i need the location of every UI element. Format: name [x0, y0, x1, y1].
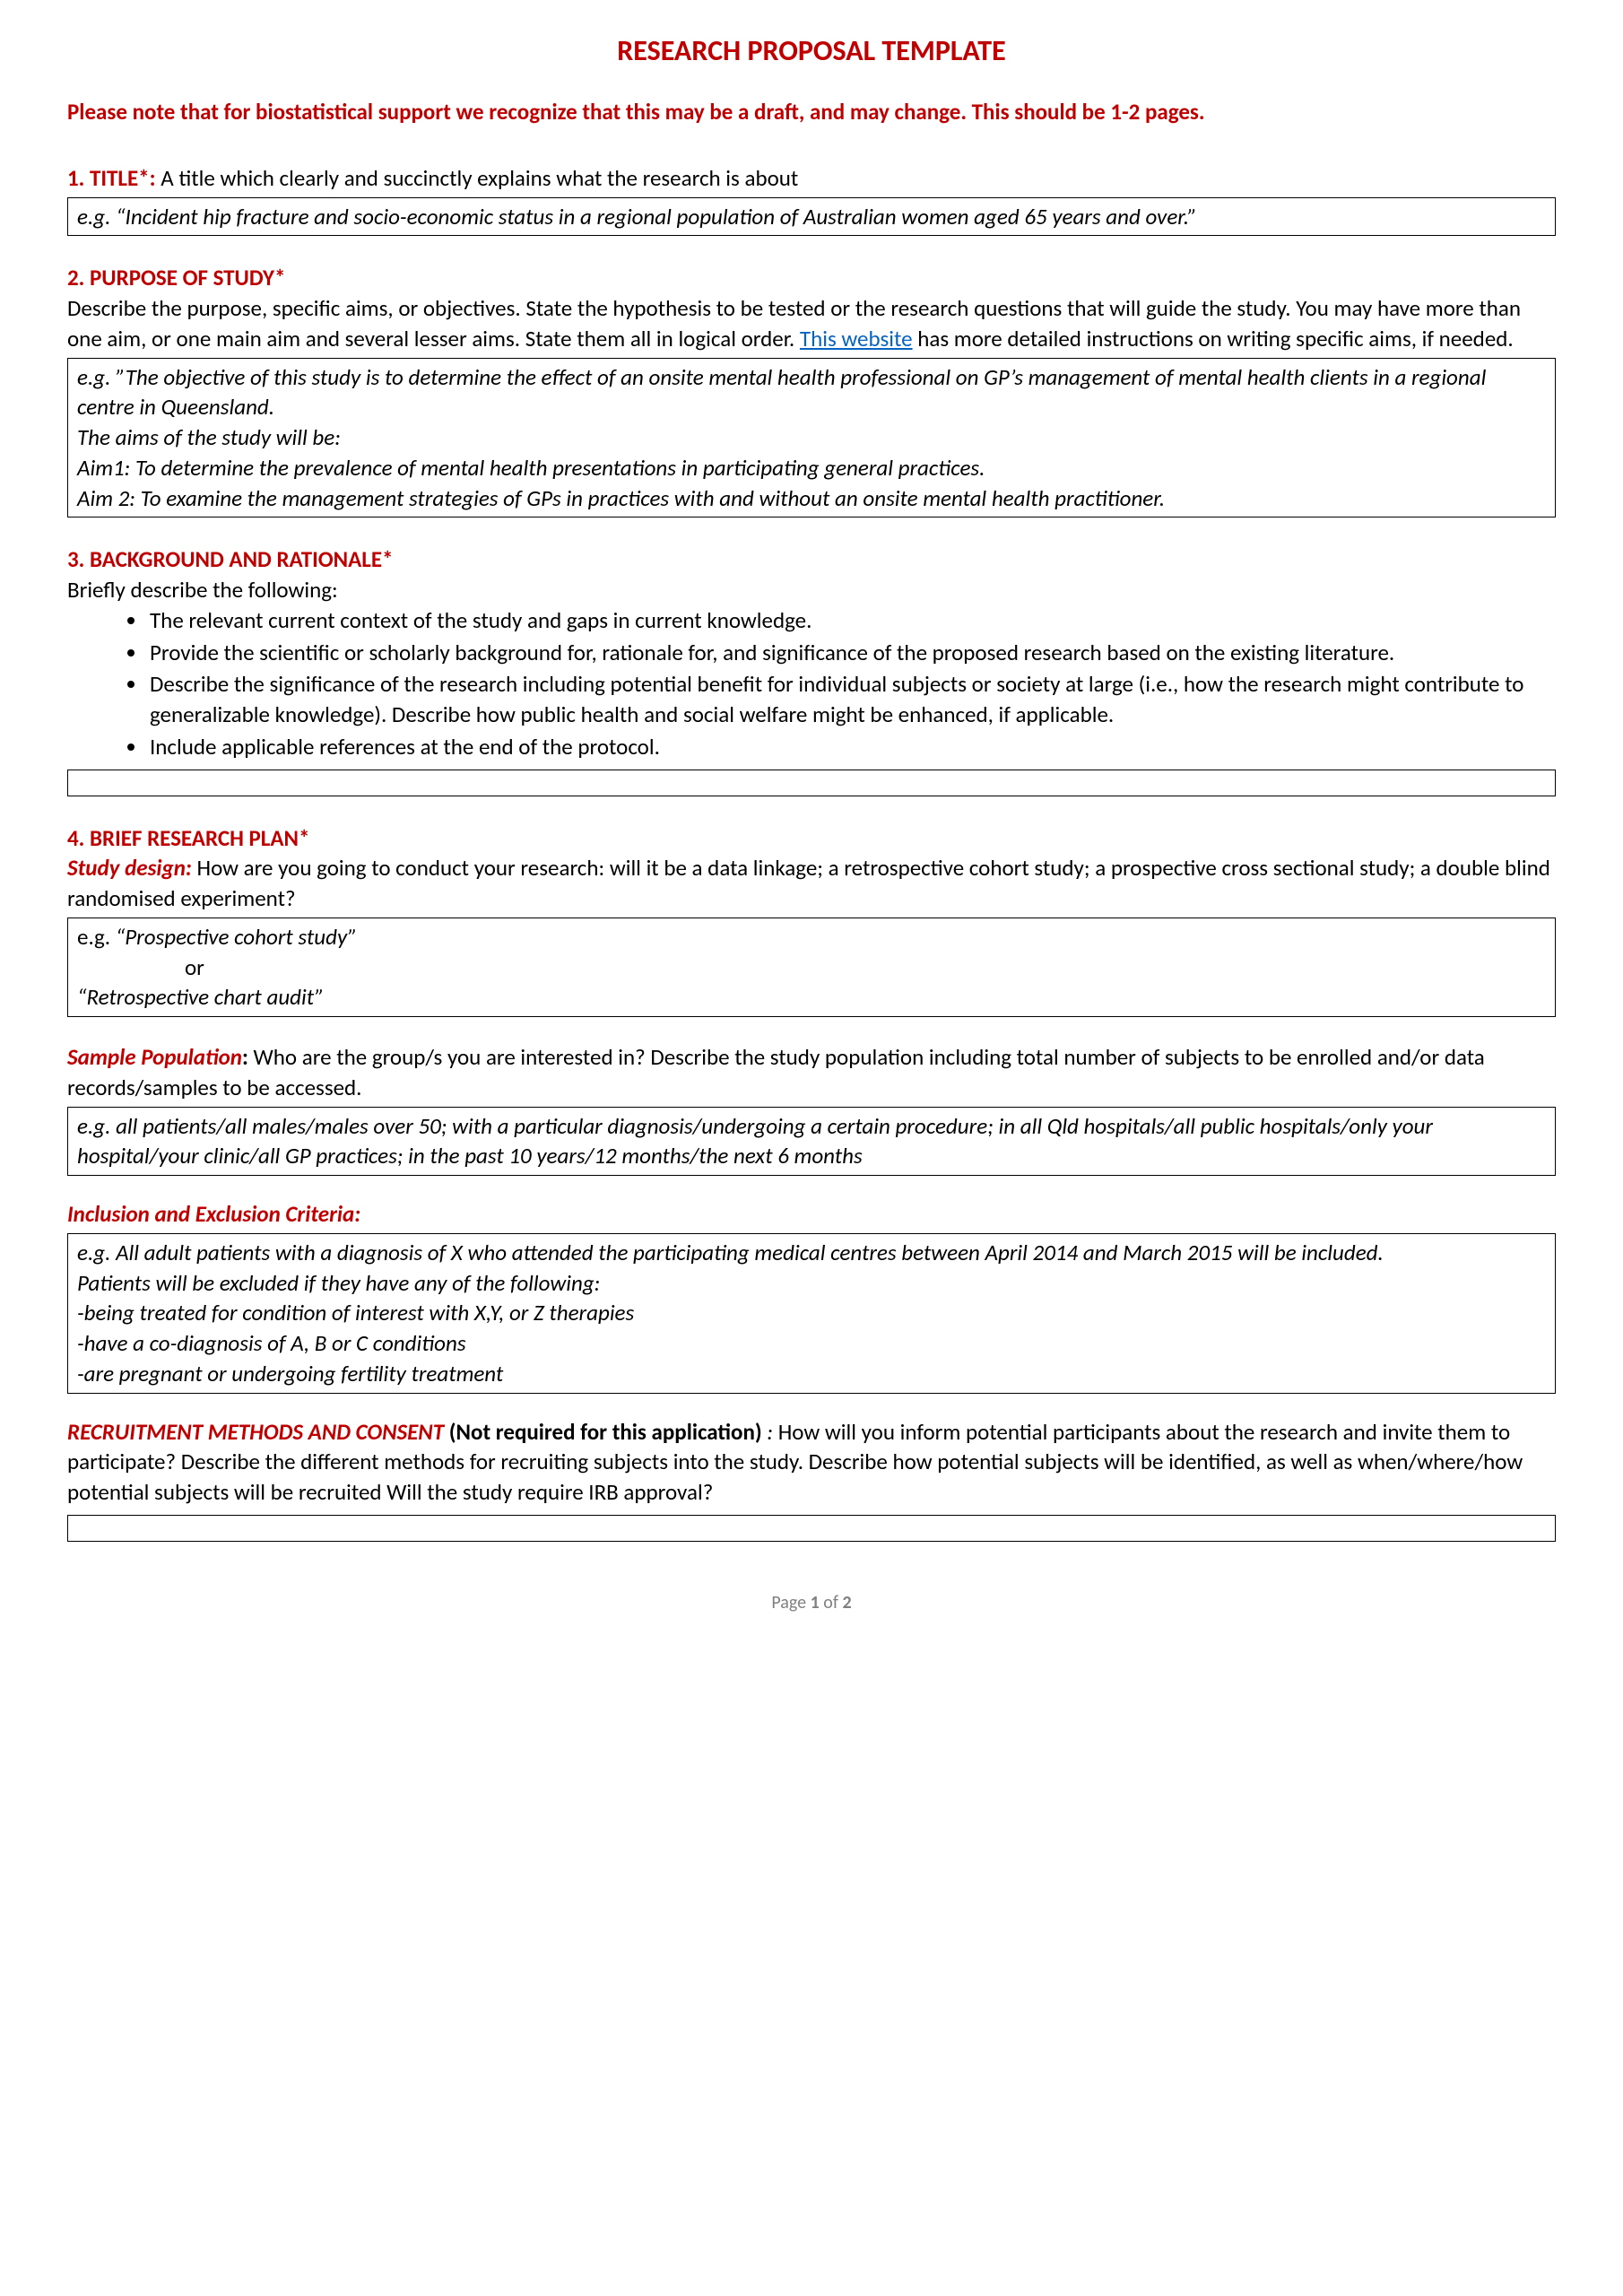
inclusion-ex-1: e.g. All adult patients with a diagnosis… [77, 1238, 1546, 1268]
section-3-bullets: The relevant current context of the stud… [148, 605, 1556, 762]
section-4-heading: 4. BRIEF RESEARCH PLAN* [67, 823, 1556, 854]
s2-ex-line-4: Aim 2: To examine the management strateg… [77, 483, 1546, 514]
sample-colon: : [242, 1043, 248, 1071]
sample-population-example: e.g. all patients/all males/males over 5… [67, 1107, 1556, 1177]
eg-prefix: e.g. [77, 923, 116, 951]
section-3-empty-box [67, 770, 1556, 796]
list-item: The relevant current context of the stud… [148, 605, 1556, 636]
footer-page-total: 2 [842, 1592, 851, 1613]
section-3-lead: Briefly describe the following: [67, 575, 1556, 605]
section-1-example: e.g. “Incident hip fracture and socio-ec… [67, 197, 1556, 237]
recruitment-block: RECRUITMENT METHODS AND CONSENT (Not req… [67, 1417, 1556, 1508]
list-item: Provide the scientific or scholarly back… [148, 638, 1556, 668]
sample-population-desc: Who are the group/s you are interested i… [67, 1043, 1485, 1101]
this-website-link[interactable]: This website [800, 325, 913, 352]
design-ex-a: “Prospective cohort study” [116, 923, 358, 951]
footer-page-current: 1 [811, 1592, 820, 1613]
footer-prefix: Page [771, 1592, 810, 1613]
study-design-block: Study design: How are you going to condu… [67, 853, 1556, 914]
study-design-desc: How are you going to conduct your resear… [67, 854, 1550, 912]
recruitment-colon: : [762, 1418, 773, 1446]
design-ex-or: or [77, 952, 1546, 983]
inclusion-label: Inclusion and Exclusion Criteria: [67, 1199, 1556, 1230]
section-1-desc: A title which clearly and succinctly exp… [156, 164, 799, 192]
list-item: Include applicable references at the end… [148, 732, 1556, 762]
section-1: 1. TITLE*: A title which clearly and suc… [67, 163, 1556, 194]
s2-ex-line-3: Aim1: To determine the prevalence of men… [77, 453, 1546, 483]
list-item: Describe the significance of the researc… [148, 669, 1556, 730]
design-ex-line-1: e.g. “Prospective cohort study” [77, 922, 1546, 952]
section-2-desc: Describe the purpose, specific aims, or … [67, 293, 1556, 354]
section-2-heading: 2. PURPOSE OF STUDY* [67, 263, 1556, 293]
section-2-example: e.g. ”The objective of this study is to … [67, 358, 1556, 518]
sample-population-label: Sample Population [67, 1043, 242, 1071]
inclusion-ex-5: -are pregnant or undergoing fertility tr… [77, 1359, 1546, 1389]
inclusion-ex-4: -have a co-diagnosis of A, B or C condit… [77, 1328, 1546, 1359]
s2-ex-line-1: e.g. ”The objective of this study is to … [77, 362, 1546, 423]
section-3-heading: 3. BACKGROUND AND RATIONALE* [67, 544, 1556, 575]
page-footer: Page 1 of 2 [67, 1591, 1556, 1615]
recruitment-label: RECRUITMENT METHODS AND CONSENT [67, 1418, 444, 1446]
design-ex-b: “Retrospective chart audit” [77, 982, 1546, 1013]
inclusion-example: e.g. All adult patients with a diagnosis… [67, 1233, 1556, 1394]
study-design-label: Study design: [67, 854, 192, 882]
inclusion-ex-2: Patients will be excluded if they have a… [77, 1268, 1546, 1299]
intro-note: Please note that for biostatistical supp… [67, 97, 1556, 127]
study-design-example: e.g. “Prospective cohort study” or “Retr… [67, 918, 1556, 1017]
recruitment-note: (Not required for this application) [444, 1418, 762, 1446]
sample-population-block: Sample Population: Who are the group/s y… [67, 1042, 1556, 1103]
section-1-heading: 1. TITLE*: [67, 164, 156, 192]
footer-of: of [820, 1592, 843, 1613]
recruitment-empty-box [67, 1515, 1556, 1542]
document-title: RESEARCH PROPOSAL TEMPLATE [67, 31, 1556, 70]
inclusion-ex-3: -being treated for condition of interest… [77, 1298, 1546, 1328]
s2-ex-line-2: The aims of the study will be: [77, 422, 1546, 453]
section-2-desc-b: has more detailed instructions on writin… [913, 325, 1514, 352]
